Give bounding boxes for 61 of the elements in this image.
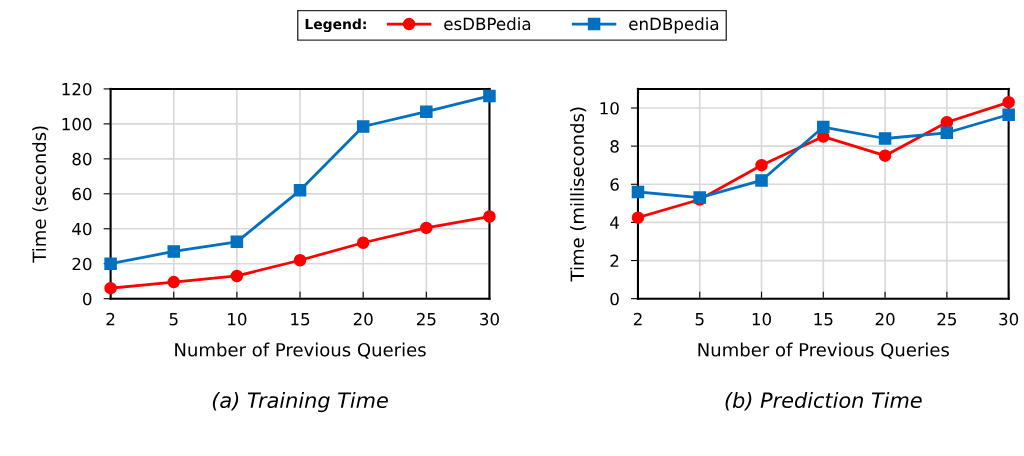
x-tick-label: 25 [416,312,436,326]
text: (b) Prediction Time [725,391,922,411]
point [104,257,117,270]
point [483,89,496,103]
x-tick-label: 10 [752,312,772,326]
point [420,221,433,235]
point [631,185,645,199]
x-tick-label: 20 [353,312,373,326]
y-tick-label: 10 [600,101,619,115]
point [878,149,892,162]
point [230,269,244,283]
x-tick-label: 2 [633,312,642,326]
point [817,120,830,134]
point [356,120,370,133]
x-axis-title: Number of Previous Queries [175,342,426,359]
y-tick-label: 20 [72,257,92,271]
point [483,210,496,223]
legend-title: Legend: [305,18,366,33]
y-axis-title: Time (seconds) [32,126,49,263]
y-tick-label: 4 [610,216,619,229]
point [631,211,645,224]
point [167,275,180,289]
x-tick-label: 2 [106,312,115,326]
x-tick-label: 15 [291,313,310,326]
y-tick-label: 60 [72,187,92,201]
x-tick-label: 5 [695,313,704,326]
point [940,126,954,140]
point [1002,96,1015,109]
point [230,235,244,249]
y-tick-label: 100 [62,117,92,131]
point [420,105,433,118]
x-tick-label: 25 [937,312,957,326]
y-tick-label: 6 [610,178,619,191]
point [356,236,370,249]
x-tick-label: 30 [999,312,1019,326]
x-tick-label: 10 [228,312,247,326]
y-tick-label: 2 [610,254,619,267]
point [940,116,954,129]
x-tick-label: 30 [480,312,499,326]
legend-label: enDBpedia [629,17,719,34]
x-tick-label: 15 [814,313,833,326]
point [104,281,117,295]
y-tick-label: 8 [610,140,619,153]
x-tick-label: 20 [875,312,895,326]
y-tick-label: 80 [72,152,92,166]
point [293,253,307,267]
point [167,245,180,258]
y-tick-label: 120 [62,82,92,96]
legend-label: esDBPedia [444,17,531,31]
point [755,174,768,187]
point [293,184,307,197]
text: (a) Training Time [212,391,388,413]
point [755,158,768,172]
y-tick-label: 40 [72,222,92,236]
point [1002,108,1015,121]
y-tick-label: 0 [83,292,92,306]
y-tick-label: 0 [610,292,619,306]
x-axis-title: Number of Previous Queries [698,342,949,359]
y-axis-title: Time (milliseconds) [570,107,587,282]
point [878,132,892,145]
x-tick-label: 5 [169,313,178,326]
